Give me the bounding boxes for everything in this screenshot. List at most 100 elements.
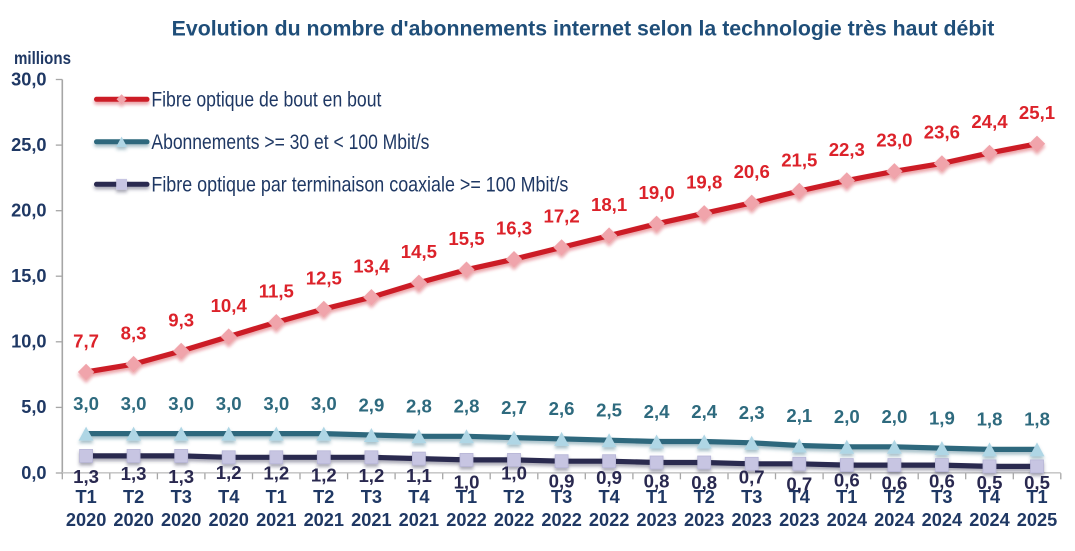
svg-text:3,0: 3,0	[311, 393, 337, 414]
svg-text:1,9: 1,9	[929, 407, 955, 428]
svg-text:3,0: 3,0	[73, 393, 99, 414]
svg-text:2020: 2020	[113, 510, 153, 530]
svg-text:T1: T1	[456, 487, 477, 507]
svg-text:14,5: 14,5	[401, 241, 437, 262]
svg-text:2,4: 2,4	[691, 401, 718, 422]
svg-text:2,8: 2,8	[454, 396, 480, 417]
svg-text:21,5: 21,5	[781, 149, 817, 170]
svg-text:2022: 2022	[446, 510, 486, 530]
svg-text:2023: 2023	[731, 510, 771, 530]
svg-text:24,4: 24,4	[971, 111, 1008, 132]
svg-text:22,3: 22,3	[829, 139, 865, 160]
svg-text:2,4: 2,4	[644, 401, 671, 422]
svg-text:0,5: 0,5	[977, 472, 1003, 493]
svg-text:2020: 2020	[161, 510, 201, 530]
svg-text:T1: T1	[266, 487, 287, 507]
svg-text:2022: 2022	[494, 510, 534, 530]
svg-text:1,3: 1,3	[121, 463, 147, 484]
svg-text:8,3: 8,3	[121, 322, 147, 343]
svg-text:0,6: 0,6	[929, 471, 955, 492]
svg-text:T4: T4	[218, 487, 240, 507]
svg-text:15,5: 15,5	[448, 228, 484, 249]
svg-text:16,3: 16,3	[496, 218, 532, 239]
svg-text:millions: millions	[14, 48, 71, 68]
svg-text:19,0: 19,0	[638, 182, 674, 203]
svg-text:T4: T4	[598, 487, 620, 507]
svg-text:2020: 2020	[66, 510, 106, 530]
svg-text:T3: T3	[171, 487, 192, 507]
svg-text:2021: 2021	[399, 510, 439, 530]
svg-text:10,4: 10,4	[211, 295, 248, 316]
svg-text:T2: T2	[123, 487, 144, 507]
svg-text:7,7: 7,7	[73, 330, 99, 351]
svg-text:2025: 2025	[1017, 510, 1057, 530]
svg-text:1,2: 1,2	[263, 463, 289, 484]
svg-text:1,0: 1,0	[454, 472, 480, 493]
svg-text:15,0: 15,0	[11, 266, 46, 286]
svg-text:0,9: 0,9	[549, 470, 575, 491]
svg-text:T1: T1	[836, 487, 857, 507]
svg-text:2024: 2024	[969, 510, 1010, 530]
svg-text:2,8: 2,8	[406, 396, 432, 417]
svg-text:1,0: 1,0	[501, 462, 527, 483]
svg-text:23,6: 23,6	[924, 122, 960, 143]
svg-text:1,2: 1,2	[216, 462, 242, 483]
svg-text:19,8: 19,8	[686, 172, 722, 193]
svg-text:2,0: 2,0	[881, 406, 907, 427]
svg-text:T3: T3	[931, 487, 952, 507]
svg-text:2,0: 2,0	[834, 406, 860, 427]
svg-text:1,8: 1,8	[977, 409, 1003, 430]
svg-text:2020: 2020	[208, 510, 248, 530]
svg-text:12,5: 12,5	[306, 267, 342, 288]
svg-text:2024: 2024	[922, 510, 963, 530]
svg-text:2021: 2021	[351, 510, 391, 530]
svg-text:0,9: 0,9	[596, 467, 622, 488]
svg-text:Fibre optique de bout en bout: Fibre optique de bout en bout	[151, 89, 381, 112]
svg-text:0,7: 0,7	[786, 474, 812, 495]
svg-text:0,6: 0,6	[881, 473, 907, 494]
svg-text:2,6: 2,6	[549, 398, 575, 419]
svg-text:T3: T3	[741, 487, 762, 507]
svg-text:3,0: 3,0	[168, 393, 194, 414]
svg-text:T2: T2	[503, 487, 524, 507]
svg-text:20,0: 20,0	[11, 201, 46, 221]
svg-text:2024: 2024	[874, 510, 915, 530]
svg-text:9,3: 9,3	[168, 309, 194, 330]
svg-text:T2: T2	[694, 487, 715, 507]
svg-text:1,3: 1,3	[168, 466, 194, 487]
svg-text:18,1: 18,1	[591, 194, 627, 215]
svg-text:T4: T4	[789, 487, 811, 507]
svg-text:1,2: 1,2	[358, 465, 384, 486]
svg-text:2,9: 2,9	[358, 394, 384, 415]
svg-text:2022: 2022	[589, 510, 629, 530]
svg-text:3,0: 3,0	[121, 393, 147, 414]
svg-text:0,6: 0,6	[834, 469, 860, 490]
svg-text:1,2: 1,2	[311, 464, 337, 485]
svg-text:0,8: 0,8	[644, 471, 670, 492]
svg-text:T4: T4	[408, 487, 430, 507]
svg-text:2,1: 2,1	[786, 405, 812, 426]
svg-text:0,7: 0,7	[739, 467, 765, 488]
svg-text:Evolution du nombre d'abonneme: Evolution du nombre d'abonnements intern…	[172, 17, 995, 41]
svg-text:11,5: 11,5	[259, 281, 294, 302]
svg-text:1,1: 1,1	[406, 465, 432, 486]
svg-text:30,0: 30,0	[11, 69, 46, 89]
svg-text:2022: 2022	[541, 510, 581, 530]
svg-text:T1: T1	[1026, 487, 1047, 507]
svg-text:2023: 2023	[684, 510, 724, 530]
svg-text:0,0: 0,0	[21, 463, 46, 483]
svg-text:25,0: 25,0	[11, 135, 46, 155]
svg-text:2,5: 2,5	[596, 400, 622, 421]
svg-text:T1: T1	[75, 487, 96, 507]
svg-text:2023: 2023	[779, 510, 819, 530]
svg-text:T2: T2	[313, 487, 334, 507]
svg-text:17,2: 17,2	[543, 206, 579, 227]
svg-text:T3: T3	[551, 487, 572, 507]
svg-text:20,6: 20,6	[734, 161, 770, 182]
svg-text:2021: 2021	[256, 510, 296, 530]
svg-text:T1: T1	[646, 487, 667, 507]
svg-text:23,0: 23,0	[876, 130, 912, 151]
svg-text:10,0: 10,0	[11, 332, 46, 352]
svg-text:T4: T4	[979, 487, 1001, 507]
svg-text:Fibre optique par terminaison: Fibre optique par terminaison coaxiale >…	[151, 174, 568, 197]
